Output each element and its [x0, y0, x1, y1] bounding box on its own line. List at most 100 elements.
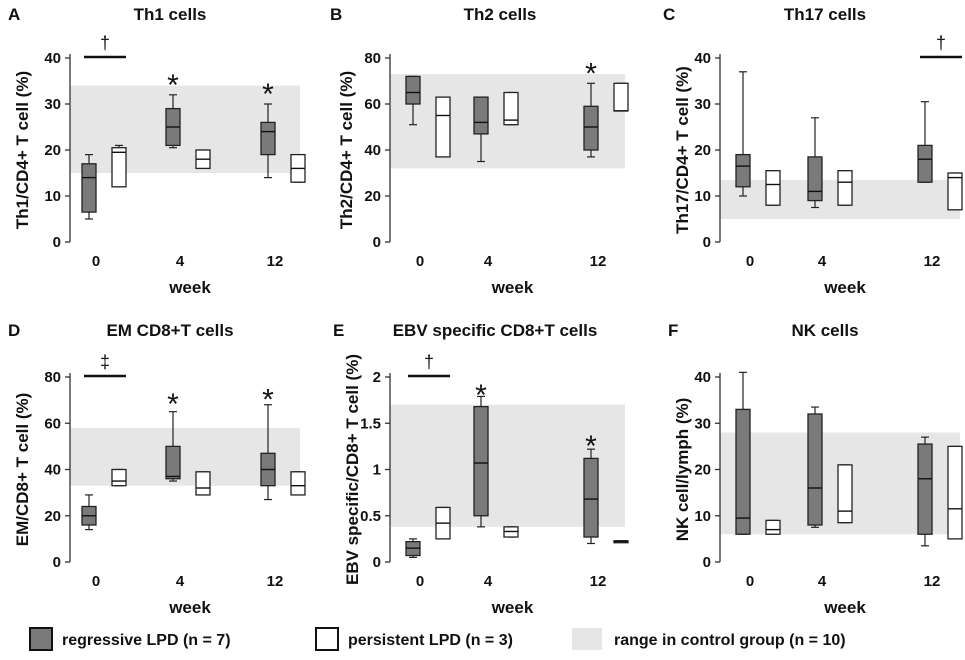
box-iqr: [735, 153, 751, 188]
significance-star: *: [585, 58, 597, 91]
y-tick-label: 20: [364, 188, 381, 205]
box-iqr: [473, 96, 489, 135]
legend-swatch-regressive: [29, 627, 53, 651]
box-regressive: [917, 436, 933, 547]
box-iqr: [947, 445, 963, 540]
comparison-dagger: ‡: [100, 352, 110, 372]
y-tick-label: 60: [44, 415, 61, 432]
box-persistent: [503, 91, 519, 126]
box-regressive: [405, 75, 421, 126]
y-tick-label: 60: [364, 96, 381, 113]
y-axis-label: Th17/CD4+ T cell (%): [673, 66, 692, 234]
box-persistent: [503, 526, 519, 538]
box-regressive: [165, 94, 181, 149]
significance-star: *: [167, 69, 179, 102]
y-tick-label: 10: [694, 188, 711, 205]
y-tick-label: 40: [694, 369, 711, 386]
x-tick-label: 0: [92, 573, 100, 590]
box-persistent: [613, 82, 629, 112]
box-iqr: [947, 172, 963, 211]
box-regressive: [807, 117, 823, 209]
box-persistent: [947, 445, 963, 540]
y-tick-label: 0.5: [360, 508, 381, 525]
x-tick-label: 12: [267, 573, 284, 590]
box-iqr: [917, 144, 933, 183]
x-axis-label: week: [491, 598, 534, 617]
x-tick-label: 12: [590, 573, 607, 590]
x-axis-label: week: [823, 598, 866, 617]
box-iqr: [837, 170, 853, 206]
box-persistent: [290, 471, 306, 496]
y-tick-label: 30: [694, 96, 711, 113]
box-persistent: [947, 172, 963, 211]
box-persistent: [195, 471, 211, 496]
panel-D: 0 20 40 60 80 0 4 12 week EM/CD8+ T cell (%) EM CD…: [8, 321, 306, 617]
panel-title: EM CD8+T cells: [106, 321, 233, 340]
box-iqr: [765, 170, 781, 206]
box-persistent: [290, 153, 306, 183]
y-tick-label: 30: [44, 96, 61, 113]
panel-F: 0 10 20 30 40 0 4 12 week NK cell/lymph (%) NK cel…: [668, 321, 963, 617]
y-tick-label: 1.5: [360, 415, 381, 432]
box-iqr: [583, 105, 599, 151]
y-tick-label: 80: [44, 369, 61, 386]
box-iqr: [111, 468, 127, 487]
box-iqr: [735, 408, 751, 535]
box-iqr: [195, 471, 211, 496]
x-tick-label: 12: [924, 573, 941, 590]
x-axis-label: week: [823, 278, 866, 297]
box-regressive: [81, 494, 97, 531]
y-tick-label: 40: [694, 50, 711, 67]
panel-title: Th2 cells: [464, 5, 537, 24]
panel-letter: F: [668, 321, 678, 340]
box-iqr: [81, 163, 97, 213]
y-axis-label: Th2/CD4+ T cell (%): [337, 71, 356, 229]
x-tick-label: 0: [746, 253, 754, 270]
panel-letter: D: [8, 321, 20, 340]
y-tick-label: 0: [703, 554, 711, 571]
x-axis-label: week: [168, 278, 211, 297]
box-regressive: [583, 448, 599, 545]
y-tick-label: 40: [364, 142, 381, 159]
panel-E: 0 0.5 1 1.5 2 0 4 12 week EBV specific/CD8+ T cel…: [333, 321, 629, 617]
box-persistent: [837, 170, 853, 206]
box-regressive: [260, 404, 276, 501]
box-iqr: [807, 156, 823, 202]
y-axis-label: NK cell/lymph (%): [673, 398, 692, 542]
box-regressive: [81, 154, 97, 220]
x-tick-label: 0: [416, 253, 424, 270]
box-regressive: [807, 406, 823, 528]
legend-swatch-control: [572, 628, 602, 650]
legend-label-persistent: persistent LPD (n = 3): [348, 632, 513, 649]
panel-C: 0 10 20 30 40 0 4 12 week Th17/CD4+ T cell (%) Th1…: [663, 5, 963, 297]
box-iqr: [290, 471, 306, 496]
y-tick-label: 20: [694, 462, 711, 479]
y-tick-label: 10: [694, 508, 711, 525]
x-tick-label: 12: [590, 253, 607, 270]
panel-letter: B: [330, 5, 342, 24]
x-tick-label: 0: [416, 573, 424, 590]
y-tick-label: 0: [53, 234, 61, 251]
comparison-dagger: †: [424, 352, 434, 372]
panel-title: Th1 cells: [134, 5, 207, 24]
x-tick-label: 12: [924, 253, 941, 270]
box-iqr: [503, 91, 519, 126]
box-regressive: [473, 395, 489, 528]
y-tick-label: 0: [373, 554, 381, 571]
legend-label-control: range in control group (n = 10): [614, 632, 846, 649]
y-tick-label: 40: [44, 462, 61, 479]
significance-star: *: [262, 78, 274, 111]
comparison-dagger: †: [936, 33, 946, 53]
x-tick-label: 0: [92, 253, 100, 270]
x-tick-label: 4: [176, 573, 185, 590]
y-tick-label: 20: [44, 508, 61, 525]
box-persistent: [837, 464, 853, 524]
box-persistent: [435, 96, 451, 158]
y-tick-label: 0: [53, 554, 61, 571]
y-tick-label: 30: [694, 415, 711, 432]
y-tick-label: 0: [373, 234, 381, 251]
box-persistent: [111, 468, 127, 487]
x-axis-label: week: [168, 598, 211, 617]
